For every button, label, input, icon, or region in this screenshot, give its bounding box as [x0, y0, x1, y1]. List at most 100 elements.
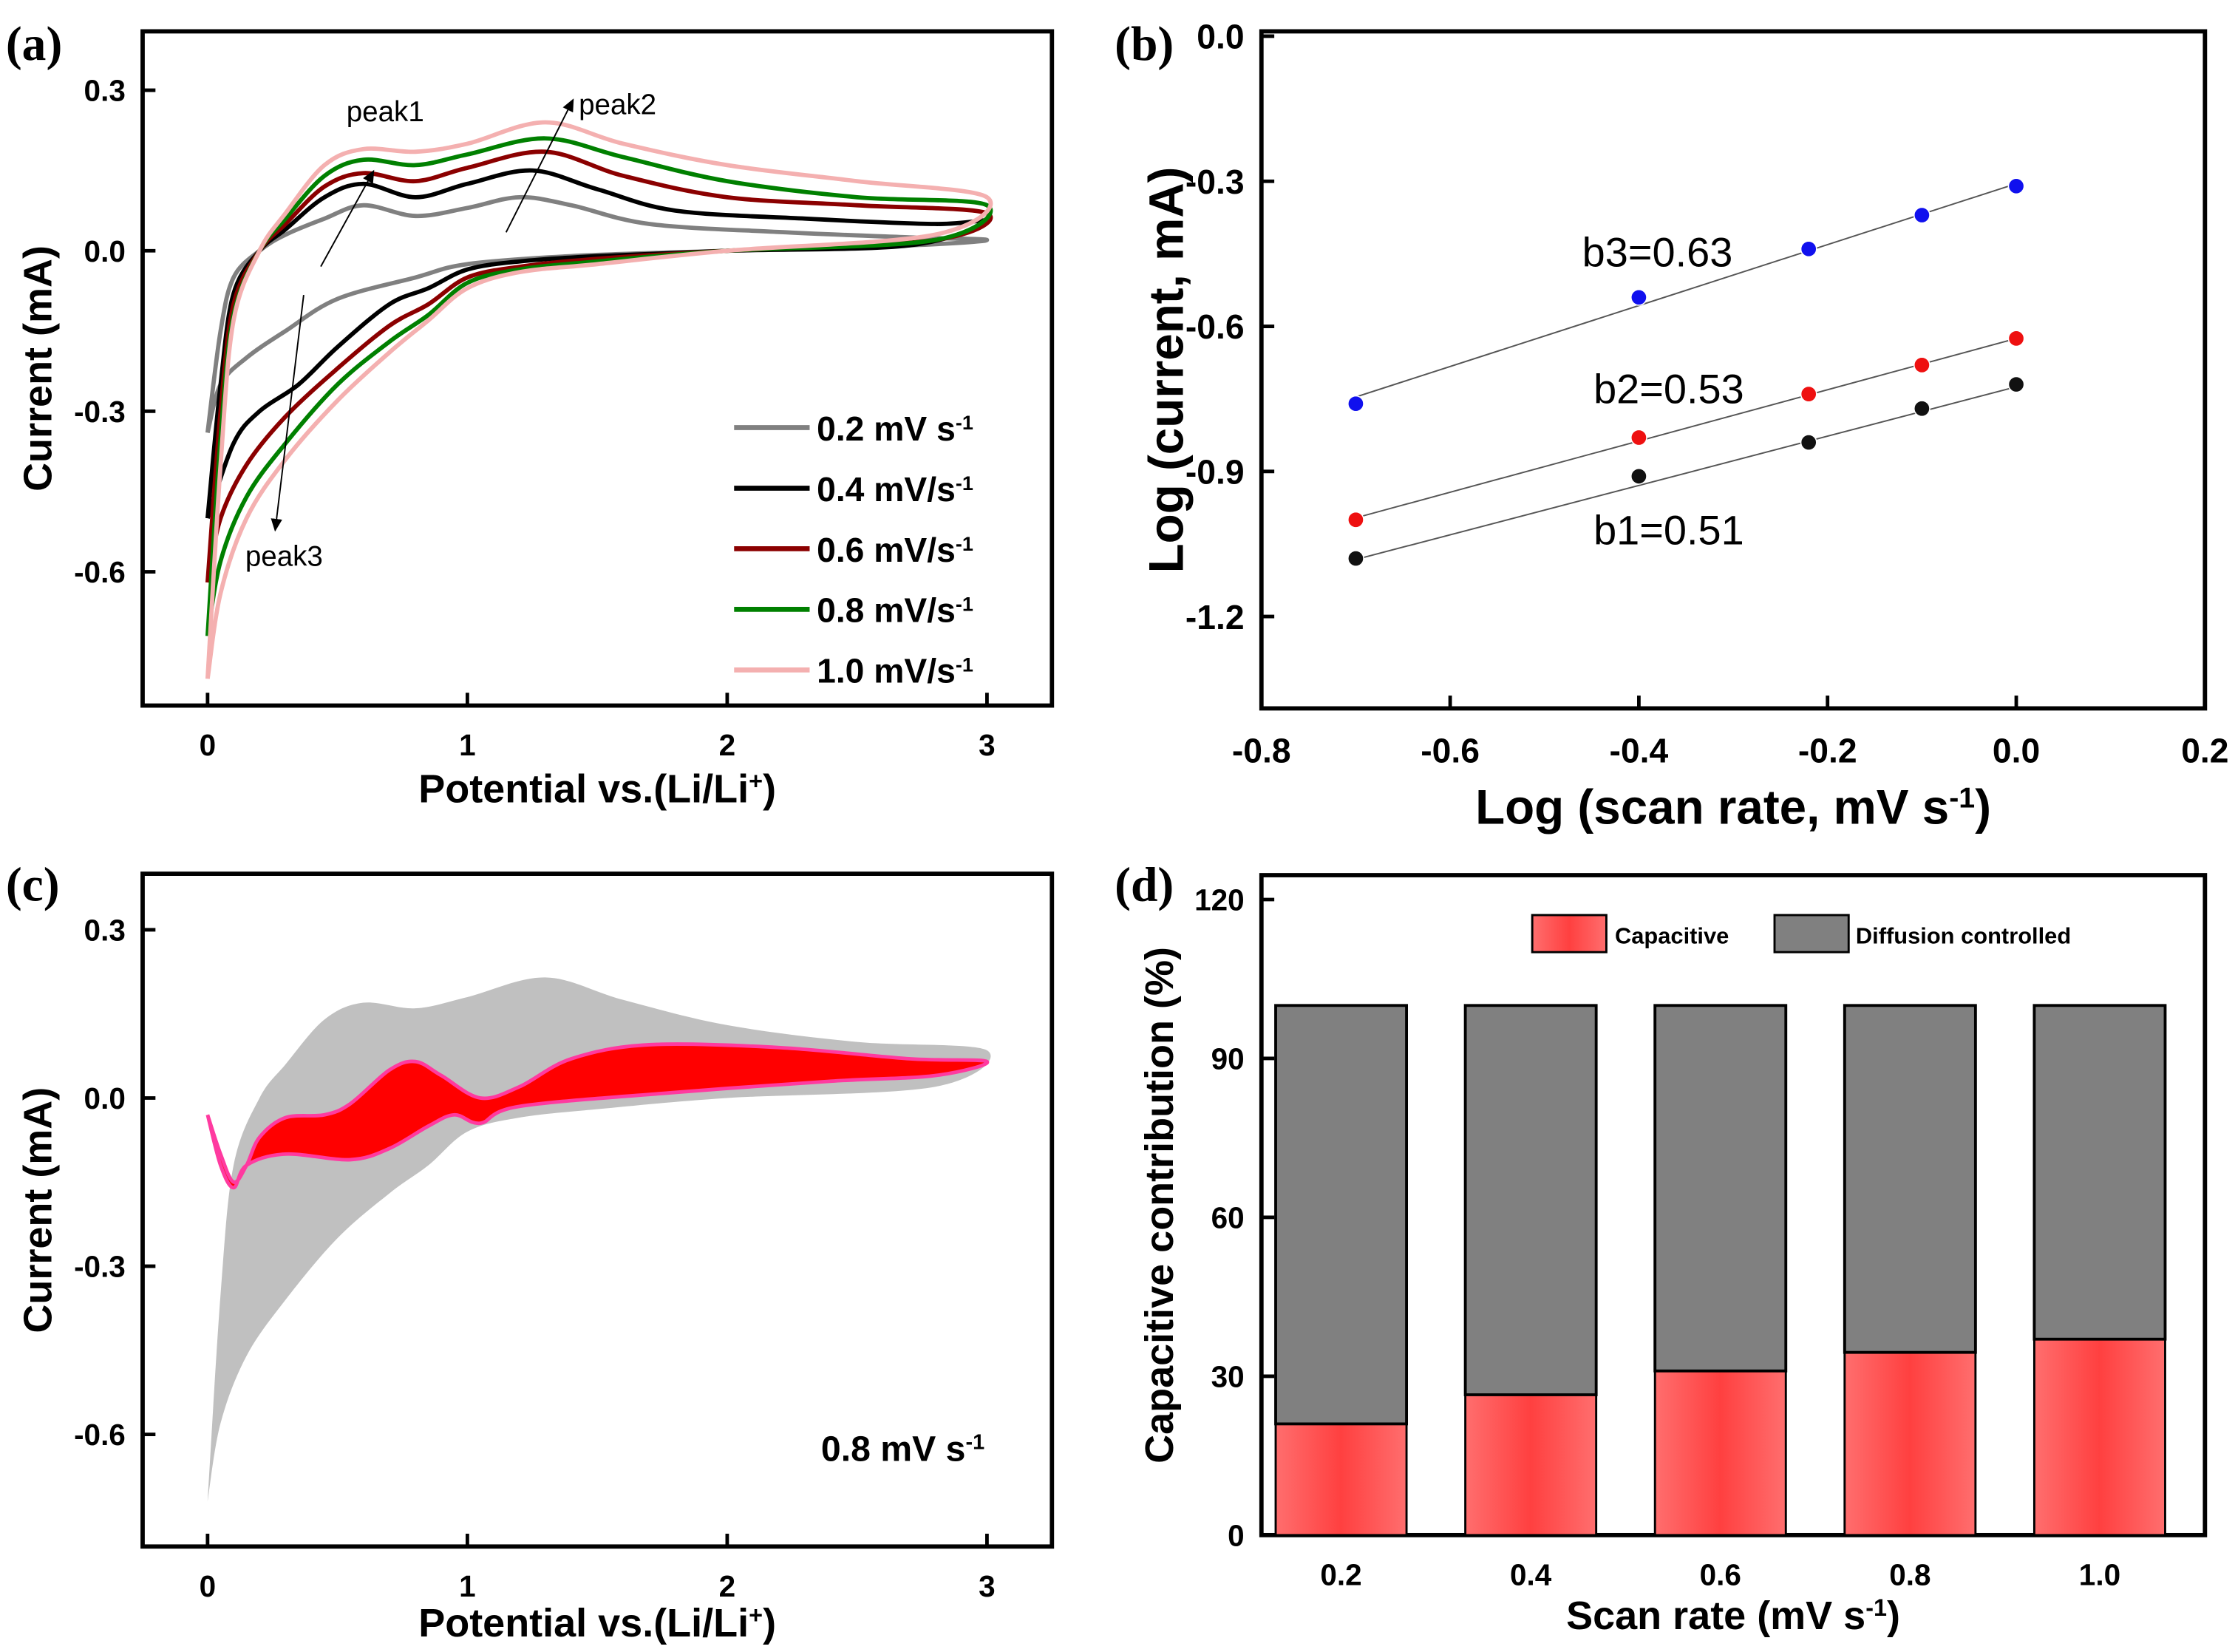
data-point: [2007, 330, 2025, 347]
y-tick-label: 0.0: [84, 1081, 126, 1115]
x-axis-label-sup: -1: [1949, 782, 1975, 815]
bar-capacitive: [1464, 1393, 1598, 1537]
panel-label-c: (c): [6, 859, 60, 912]
data-point: [1913, 206, 1930, 224]
x-tick-label: -0.2: [1798, 732, 1857, 770]
legend-label-main: 1.0 mV/s: [817, 652, 956, 690]
x-tick-label: -0.6: [1421, 732, 1480, 770]
x-tick-label: 3: [979, 728, 996, 762]
data-point: [1347, 511, 1364, 528]
legend-label-main: 0.4 mV/s: [817, 470, 956, 509]
bar-diffusion: [1463, 1004, 1598, 1396]
capacitive-area: [205, 1042, 990, 1190]
panel-label-a: (a): [6, 18, 62, 71]
cv-curve: [205, 168, 990, 520]
x-tick-label: 0.2: [1320, 1557, 1361, 1591]
data-point: [2007, 375, 2025, 393]
x-axis-label: Potential vs.(Li/Li+): [418, 767, 776, 812]
y-tick-label: -0.6: [74, 1418, 126, 1452]
peak-arrow: [320, 169, 375, 268]
y-axis-label: Capacitive contribution (%): [1137, 947, 1182, 1464]
y-tick-label: 0.0: [1197, 18, 1244, 56]
legend-label-sup: -1: [956, 412, 973, 434]
cv-curve: [205, 120, 993, 679]
x-tick-label: 0.6: [1700, 1557, 1741, 1591]
x-axis-label-main: Log (scan rate, mV s: [1475, 781, 1949, 835]
x-tick-label: 3: [979, 1569, 996, 1603]
x-axis-label-end: ): [763, 1601, 776, 1645]
bar-capacitive: [1843, 1351, 1977, 1537]
data-point: [1630, 288, 1647, 306]
y-axis-label: Current (mA): [16, 1087, 61, 1333]
x-tick-label: 0.0: [1993, 732, 2040, 770]
fit-line: [1355, 183, 2017, 398]
legend-swatch-capacitive: [1531, 914, 1608, 954]
y-tick-label: 120: [1194, 883, 1245, 917]
peak-label: peak1: [347, 96, 424, 128]
cv-curve: [205, 194, 990, 434]
x-tick-label: 0: [200, 1569, 217, 1603]
y-tick-label: -0.3: [1185, 163, 1245, 201]
slope-label: b3=0.63: [1582, 229, 1733, 276]
bar-diffusion: [1274, 1004, 1408, 1426]
x-axis-label-main: Potential vs.(Li/Li: [418, 1601, 749, 1645]
slope-label: b2=0.53: [1593, 366, 1744, 412]
bar-diffusion: [1843, 1004, 1977, 1354]
x-axis-label: Log (scan rate, mV s-1): [1475, 781, 1991, 835]
legend-label: 0.8 mV/s-1: [817, 591, 973, 630]
data-point: [1800, 434, 1817, 451]
panel-c-capacitive-area: 0.3 0.0 -0.3 -0.6 0 1 2 3 Potential vs.(Li/Li+) C…: [16, 871, 1055, 1645]
legend-label-main: 0.6 mV/s: [817, 531, 956, 569]
legend-label-sup: -1: [956, 533, 973, 555]
x-axis-label-main: Potential vs.(Li/Li: [418, 767, 749, 812]
scan-rate-label-sup: -1: [965, 1431, 984, 1455]
y-tick-label: -0.6: [1185, 307, 1245, 346]
bar-capacitive: [1274, 1422, 1408, 1537]
x-tick-label: -0.8: [1232, 732, 1291, 770]
data-point: [1800, 240, 1817, 258]
peak-label: peak2: [579, 89, 656, 120]
y-tick-label: 0: [1228, 1518, 1245, 1552]
cv-curve: [205, 136, 993, 636]
y-tick-label: 90: [1211, 1042, 1245, 1076]
plot-frame: [140, 29, 1055, 708]
x-axis-label-sup: -1: [1865, 1594, 1887, 1621]
plot-frame: [1259, 29, 2208, 711]
legend-label: 0.4 mV/s-1: [817, 470, 973, 509]
x-tick-label: 1: [459, 728, 476, 762]
cv-curve: [205, 149, 993, 583]
data-point: [1800, 385, 1817, 403]
y-tick-label: 0.3: [84, 914, 126, 948]
y-tick-label: -0.9: [1185, 452, 1245, 491]
data-point: [1630, 467, 1647, 485]
data-point: [1630, 429, 1647, 446]
y-tick-label: 60: [1211, 1201, 1245, 1235]
panel-d-bar-chart: 0 30 60 90 120 0.2 0.4 0.6 0.8 1.0 Scan rate (mV s…: [1137, 873, 2208, 1638]
legend-label: Capacitive: [1615, 923, 1729, 949]
x-axis-label: Scan rate (mV s-1): [1566, 1594, 1900, 1638]
y-tick-label: 0.3: [84, 74, 126, 108]
x-tick-label: 0.4: [1510, 1557, 1552, 1591]
legend-label-sup: -1: [956, 472, 973, 494]
y-tick-label: -0.6: [74, 555, 126, 589]
x-axis-label-sup: +: [749, 1602, 763, 1628]
data-point: [1347, 550, 1364, 567]
y-tick-label: -0.3: [74, 395, 126, 429]
x-tick-label: 2: [719, 1569, 736, 1603]
data-point: [1347, 395, 1364, 412]
data-point: [1913, 400, 1930, 418]
data-point: [2007, 177, 2025, 195]
y-axis-label: Log (current, mA): [1140, 166, 1194, 573]
x-axis-label-end: ): [763, 767, 776, 812]
y-tick-label: 0.0: [84, 234, 126, 268]
x-axis-label-end: ): [1887, 1594, 1900, 1638]
x-axis-label: Potential vs.(Li/Li+): [418, 1601, 776, 1645]
panel-label-b: (b): [1115, 18, 1174, 71]
bar-capacitive: [2032, 1338, 2166, 1537]
x-tick-label: 2: [719, 728, 736, 762]
scan-rate-label: 0.8 mV s-1: [821, 1430, 984, 1469]
y-tick-label: 30: [1211, 1359, 1245, 1393]
bar-diffusion: [1653, 1004, 1788, 1373]
x-tick-label: 1.0: [2079, 1557, 2120, 1591]
